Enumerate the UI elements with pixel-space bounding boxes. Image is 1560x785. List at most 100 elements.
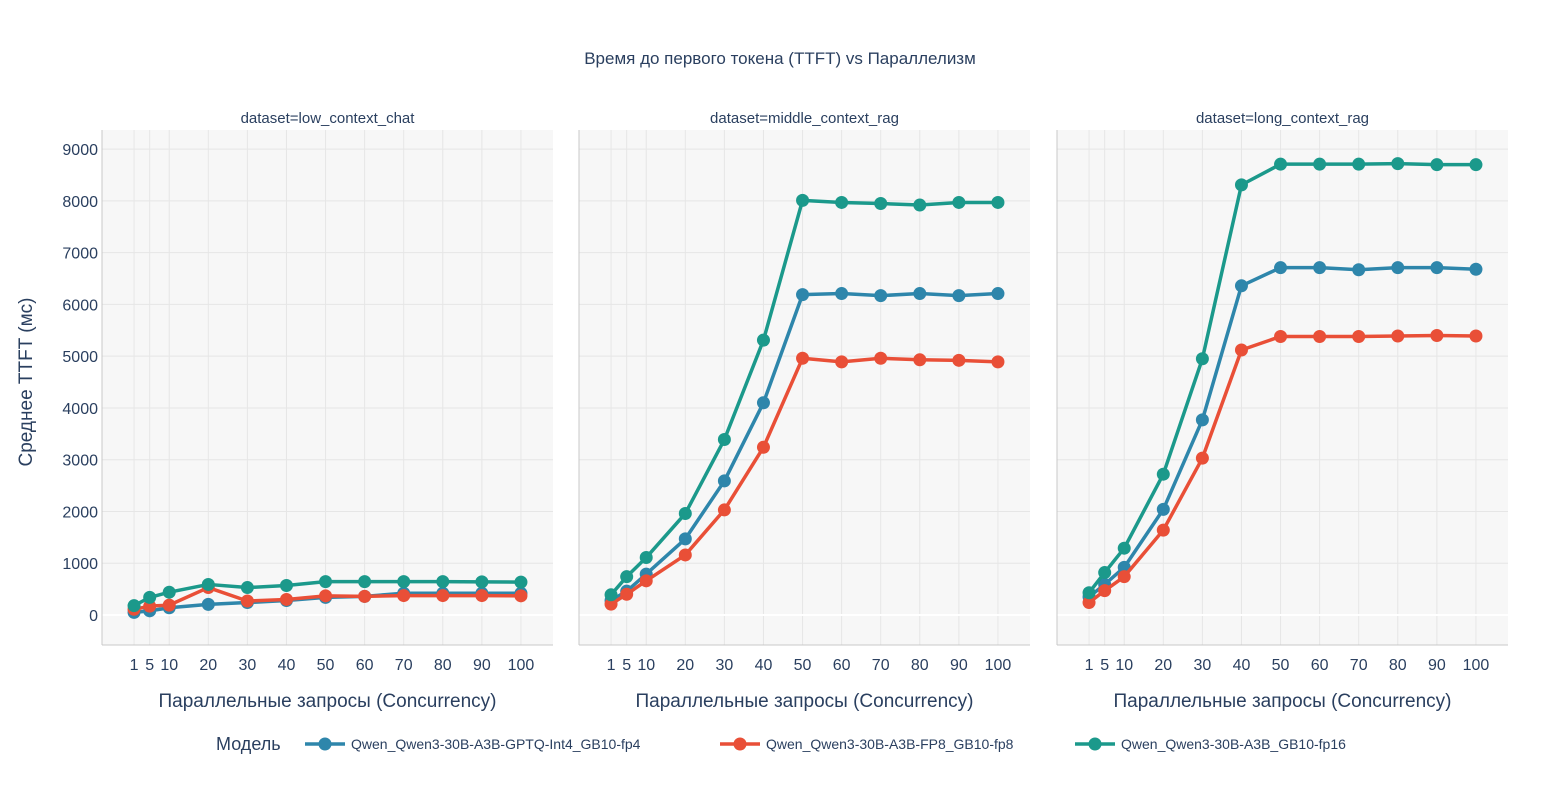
- x-tick-label: 20: [1154, 657, 1172, 674]
- y-tick-label: 7000: [62, 246, 98, 263]
- x-tick-label: 1: [1085, 657, 1094, 674]
- legend-marker: [318, 737, 332, 751]
- x-tick-label: 100: [1463, 657, 1490, 674]
- data-point: [1430, 328, 1444, 342]
- data-point: [240, 594, 254, 608]
- data-point: [1156, 502, 1170, 516]
- data-point: [162, 585, 176, 599]
- legend-label: Qwen_Qwen3-30B-A3B_GB10-fp16: [1121, 736, 1346, 752]
- x-tick-label: 30: [238, 657, 256, 674]
- x-tick-label: 10: [1115, 657, 1133, 674]
- data-point: [475, 589, 489, 603]
- data-point: [991, 195, 1005, 209]
- x-tick-label: 40: [278, 657, 296, 674]
- y-tick-label: 8000: [62, 194, 98, 211]
- legend-marker: [1088, 737, 1102, 751]
- data-point: [913, 198, 927, 212]
- data-point: [678, 548, 692, 562]
- data-point: [952, 195, 966, 209]
- data-point: [1274, 261, 1288, 275]
- data-point: [1234, 279, 1248, 293]
- x-tick-label: 90: [473, 657, 491, 674]
- data-point: [1313, 157, 1327, 171]
- series-0: [1082, 261, 1483, 604]
- x-tick-label: 90: [1428, 657, 1446, 674]
- data-point: [127, 599, 141, 613]
- x-tick-label: 80: [434, 657, 452, 674]
- data-point: [874, 351, 888, 365]
- data-point: [279, 578, 293, 592]
- data-point: [717, 503, 731, 517]
- data-point: [1313, 330, 1327, 344]
- x-tick-label: 100: [508, 657, 535, 674]
- y-tick-label: 0: [89, 608, 98, 625]
- plot-area: [1057, 130, 1508, 645]
- data-point: [358, 589, 372, 603]
- data-point: [991, 355, 1005, 369]
- data-point: [279, 592, 293, 606]
- data-point: [604, 588, 618, 602]
- data-point: [991, 287, 1005, 301]
- data-point: [397, 589, 411, 603]
- x-tick-label: 90: [950, 657, 968, 674]
- y-tick-label: 1000: [62, 556, 98, 573]
- data-point: [835, 355, 849, 369]
- y-axis-label: Среднее TTFT (мс): [16, 297, 37, 466]
- data-point: [1098, 566, 1112, 580]
- x-tick-label: 60: [833, 657, 851, 674]
- panel-2: dataset=long_context_rag 1 5 10 20 30 40 50 60 70…: [1056, 110, 1508, 712]
- legend-item-0: Qwen_Qwen3-30B-A3B-GPTQ-Int4_GB10-fp4: [305, 736, 641, 752]
- legend-label: Qwen_Qwen3-30B-A3B-GPTQ-Int4_GB10-fp4: [351, 736, 641, 752]
- panel-0: dataset=low_context_chat 1 5 10 20 30 40 50 60 70…: [62, 110, 553, 712]
- data-point: [604, 597, 618, 611]
- data-point: [358, 575, 372, 589]
- data-point: [1195, 352, 1209, 366]
- x-tick-label: 30: [1193, 657, 1211, 674]
- data-point: [319, 589, 333, 603]
- data-point: [756, 440, 770, 454]
- data-point: [835, 195, 849, 209]
- data-point: [514, 575, 528, 589]
- x-axis-label: Параллельные запросы (Concurrency): [1114, 691, 1452, 712]
- data-point: [1352, 157, 1366, 171]
- data-point: [1469, 329, 1483, 343]
- data-point: [1430, 158, 1444, 172]
- data-point: [952, 289, 966, 303]
- x-axis-label: Параллельные запросы (Concurrency): [636, 691, 974, 712]
- data-point: [1274, 157, 1288, 171]
- y-tick-label: 5000: [62, 349, 98, 366]
- data-point: [1117, 541, 1131, 555]
- data-point: [162, 598, 176, 612]
- data-point: [1352, 263, 1366, 277]
- data-point: [1195, 413, 1209, 427]
- data-point: [1082, 596, 1096, 610]
- x-tick-label: 80: [911, 657, 929, 674]
- x-tick-label: 40: [755, 657, 773, 674]
- data-point: [240, 581, 254, 595]
- legend-item-2: Qwen_Qwen3-30B-A3B_GB10-fp16: [1075, 736, 1346, 752]
- data-point: [1234, 343, 1248, 357]
- x-tick-label: 60: [1311, 657, 1329, 674]
- data-point: [1313, 261, 1327, 275]
- data-point: [678, 507, 692, 521]
- data-point: [717, 474, 731, 488]
- data-point: [514, 589, 528, 603]
- data-point: [796, 193, 810, 207]
- x-tick-label: 5: [622, 657, 631, 674]
- data-point: [1469, 158, 1483, 172]
- data-point: [397, 575, 411, 589]
- panel-title: dataset=low_context_chat: [241, 110, 416, 127]
- legend-title: Модель: [216, 734, 281, 754]
- data-point: [756, 396, 770, 410]
- data-point: [1391, 329, 1405, 343]
- plot-area: [102, 130, 553, 645]
- legend-marker: [733, 737, 747, 751]
- data-point: [436, 589, 450, 603]
- data-point: [913, 287, 927, 301]
- legend: Модель Qwen_Qwen3-30B-A3B-GPTQ-Int4_GB10…: [216, 734, 1346, 754]
- data-point: [952, 353, 966, 367]
- x-tick-label: 10: [160, 657, 178, 674]
- series-2: [127, 575, 528, 613]
- data-point: [1352, 330, 1366, 344]
- data-point: [1098, 584, 1112, 598]
